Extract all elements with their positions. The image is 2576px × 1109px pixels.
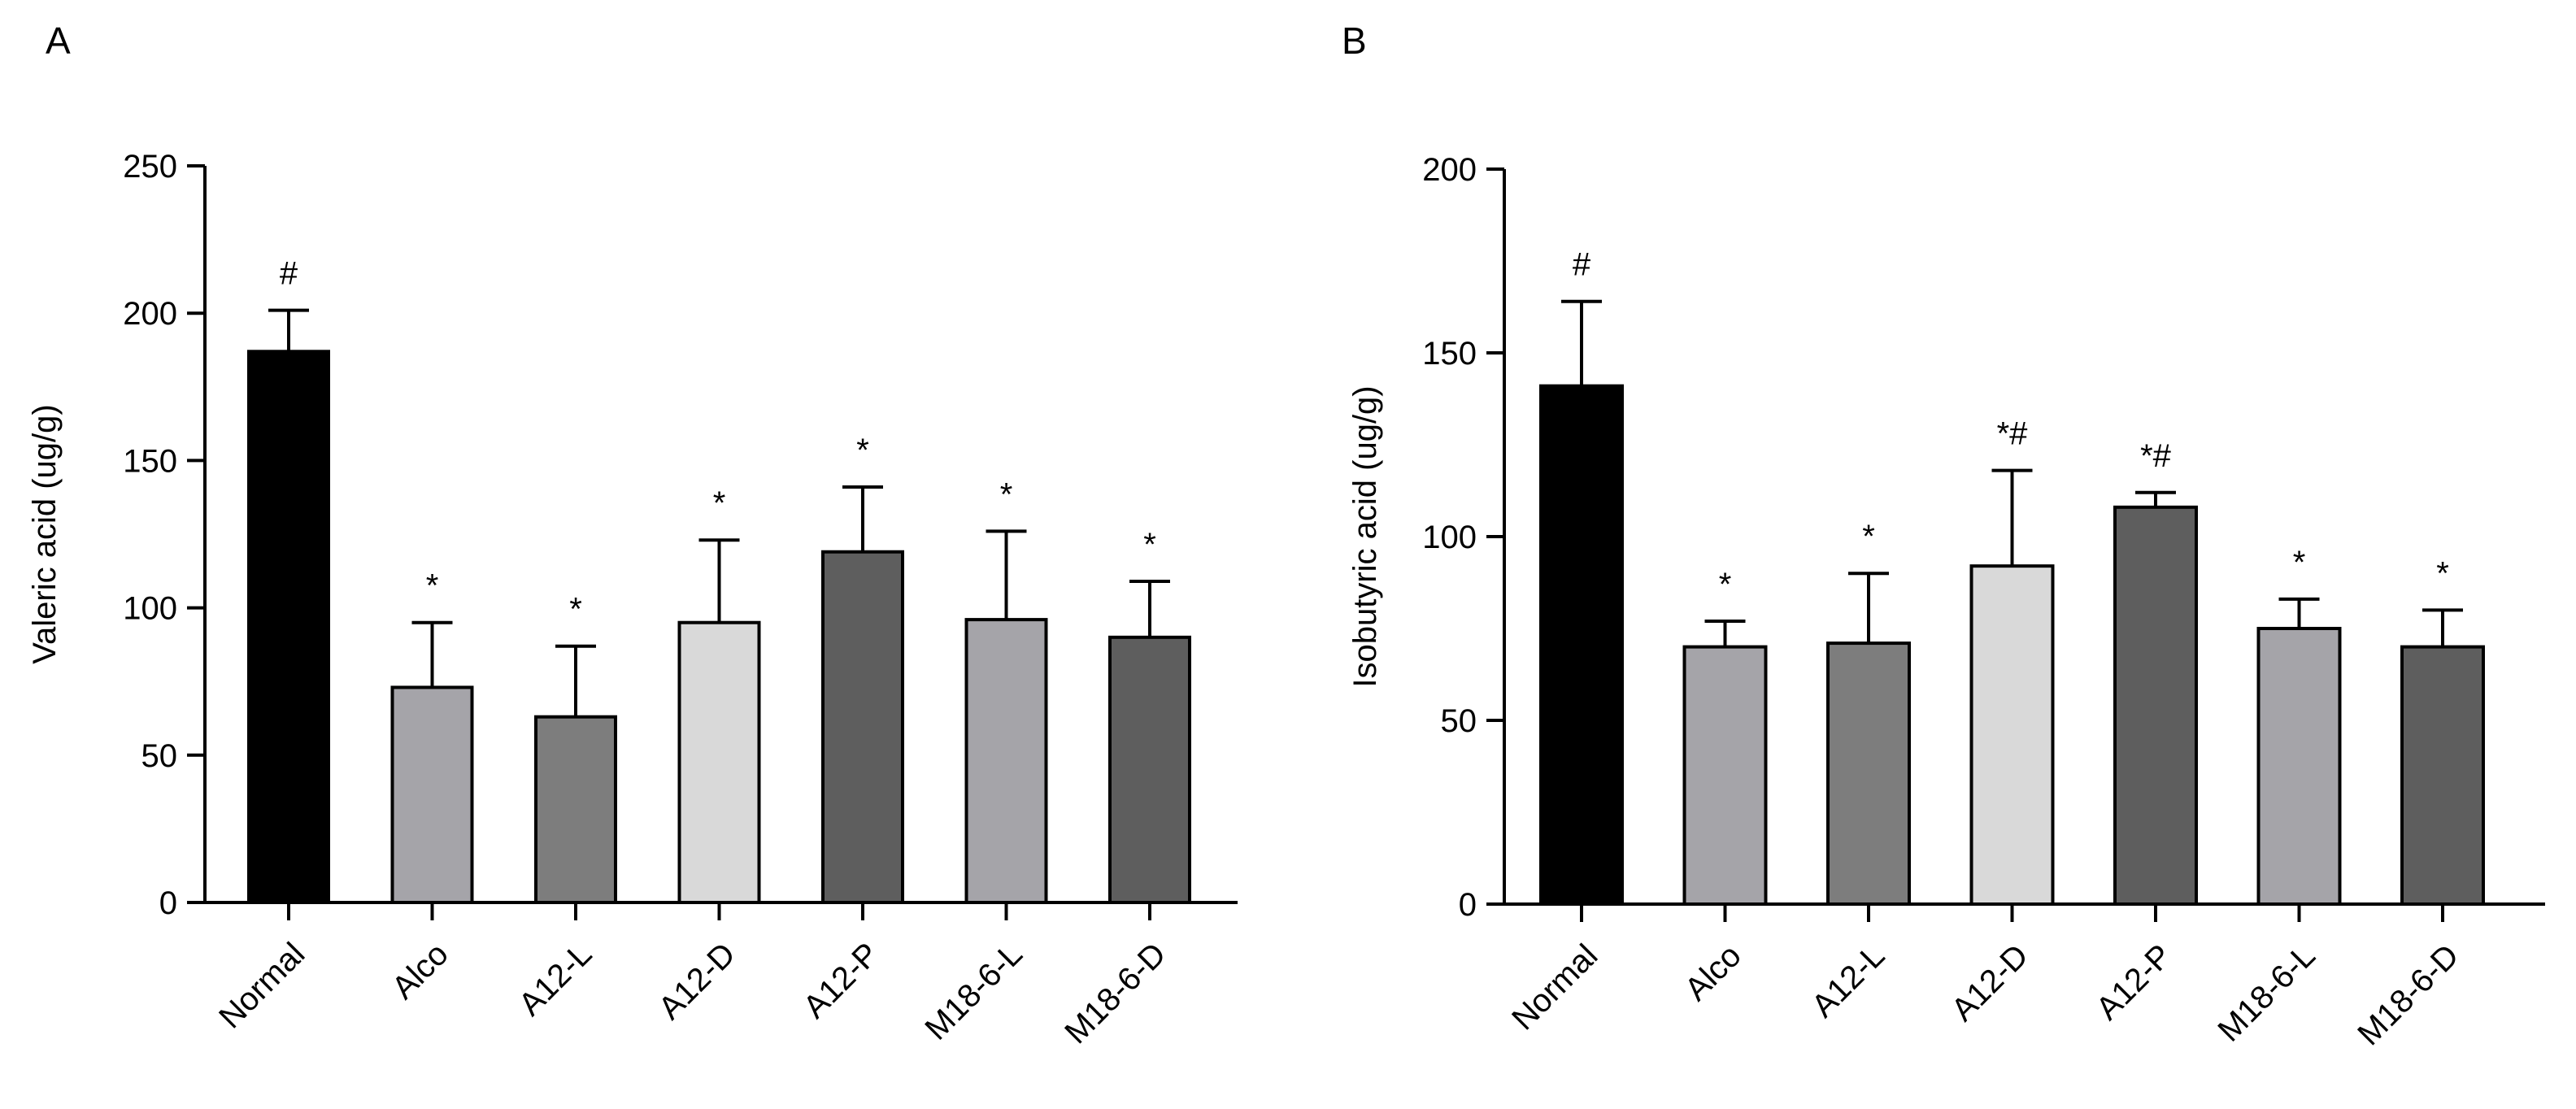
significance-label: *	[1862, 519, 1875, 554]
significance-label: *	[1143, 527, 1156, 563]
x-tick-label: Normal	[1505, 937, 1604, 1037]
y-tick-label: 150	[123, 443, 177, 479]
significance-label: #	[1573, 247, 1591, 283]
significance-label: #	[280, 256, 298, 292]
significance-label: *#	[2140, 438, 2172, 474]
bar	[1682, 645, 1768, 906]
bar	[821, 550, 904, 905]
y-tick-label: 200	[123, 296, 177, 332]
significance-label: *	[426, 568, 439, 604]
significance-label: *	[713, 485, 726, 521]
x-tick-label: A12-L	[1805, 937, 1892, 1024]
significance-label: *	[2293, 545, 2306, 581]
bar	[677, 620, 761, 904]
bar	[2400, 645, 2485, 906]
significance-label: *	[569, 592, 582, 628]
y-tick-label: 100	[123, 591, 177, 627]
bar	[247, 350, 330, 904]
x-tick-label: A12-L	[512, 936, 599, 1023]
bar	[2256, 627, 2342, 906]
y-tick-label: 0	[1459, 887, 1477, 923]
chart-panel-a: A 0 50 100 150 200 250 Valeric acid (ug/g) # Norm…	[27, 20, 1238, 1050]
significance-label: *	[1719, 567, 1732, 602]
significance-label: *	[2436, 555, 2449, 591]
bar	[2113, 505, 2198, 907]
significance-label: *#	[1997, 416, 2029, 452]
x-tick-label: Alco	[385, 936, 455, 1006]
bar	[964, 618, 1048, 904]
y-tick-label: 50	[1441, 703, 1477, 739]
y-tick-label: 0	[159, 885, 177, 921]
y-tick-label: 50	[141, 738, 178, 774]
chart-panel-b: B 0 50 100 150 200 Isobutyric acid (ug/g) # Norm…	[1342, 20, 2545, 1052]
y-tick-label: 200	[1422, 152, 1477, 188]
y-axis-title: Isobutyric acid (ug/g)	[1347, 385, 1383, 687]
bar	[1539, 384, 1624, 906]
x-tick-label: M18-6-L	[2211, 937, 2321, 1048]
y-tick-label: 150	[1422, 336, 1477, 372]
significance-label: *	[856, 433, 869, 468]
x-tick-label: M18-6-D	[1058, 936, 1173, 1050]
bar	[1826, 641, 1911, 907]
x-tick-label: A12-D	[652, 936, 742, 1026]
y-tick-label: 100	[1422, 520, 1477, 555]
bar	[390, 685, 474, 904]
panel-label: A	[46, 20, 71, 62]
x-tick-label: A12-P	[797, 936, 886, 1025]
y-axis-title: Valeric acid (ug/g)	[27, 404, 63, 663]
bar	[1969, 564, 2055, 906]
y-tick-label: 250	[123, 149, 177, 185]
x-tick-label: A12-D	[1945, 937, 2035, 1028]
bar	[534, 715, 617, 904]
x-tick-label: A12-P	[2090, 937, 2179, 1027]
bar	[1108, 635, 1191, 905]
x-tick-label: M18-6-D	[2351, 937, 2465, 1052]
x-tick-label: Normal	[212, 936, 311, 1035]
x-tick-label: Alco	[1678, 937, 1748, 1007]
panel-label: B	[1342, 20, 1367, 62]
x-tick-label: M18-6-L	[918, 936, 1029, 1046]
significance-label: *	[1000, 476, 1013, 512]
